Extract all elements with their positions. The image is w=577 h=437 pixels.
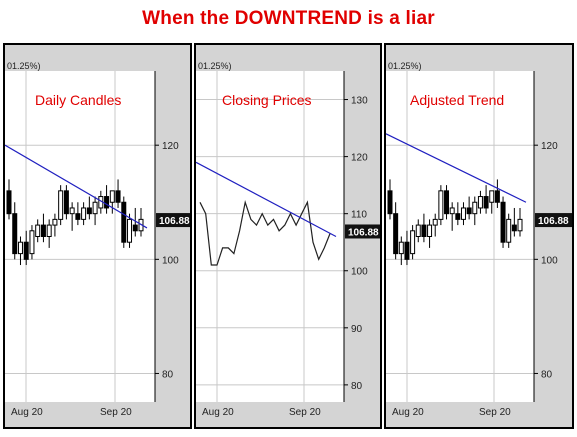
chart-panel-closing-prices: 130 120 110 100 90 80 Aug 20 Sep 20 01.25%) 106.8… [194, 43, 382, 429]
candle-body [121, 201, 127, 243]
candle-body [92, 201, 98, 215]
last-price-label: 106.88 [159, 216, 190, 227]
panel-title: Adjusted Trend [410, 92, 504, 108]
candle-body [17, 241, 23, 255]
candle-body [86, 207, 92, 215]
candle-body [483, 196, 489, 209]
candle-body [29, 230, 35, 255]
candle-body [6, 190, 12, 215]
candle-body [393, 213, 399, 255]
candlestick-chart: 120 100 80 Aug 20 Sep 20 01.25%) 106.88 Daily C… [5, 61, 190, 418]
chart-header-label: 01.25%) [7, 61, 41, 71]
candle-body [477, 196, 483, 209]
candle-body [460, 207, 466, 220]
last-price-badge [535, 213, 572, 228]
candle-body [75, 213, 81, 220]
candle-body [81, 207, 87, 220]
last-price-label: 106.88 [348, 227, 379, 238]
x-tick-label: Sep 20 [479, 407, 511, 418]
candle-body [455, 213, 461, 220]
plot-area [196, 71, 344, 402]
y-tick-label: 120 [162, 141, 179, 152]
y-tick-label: 120 [541, 141, 558, 152]
closing-price-line [199, 199, 331, 266]
candle-body [387, 190, 393, 215]
panel-title: Closing Prices [222, 92, 311, 108]
x-tick-label: Aug 20 [202, 407, 234, 418]
candle-body [432, 218, 438, 226]
candle-body [23, 241, 29, 260]
line-chart: 130 120 110 100 90 80 Aug 20 Sep 20 01.25%) 106.8… [196, 61, 380, 418]
candle-body [444, 190, 450, 215]
y-tick-label: 80 [162, 369, 174, 380]
candle-body [511, 224, 517, 232]
candle-body [415, 224, 421, 238]
candle-body [410, 230, 416, 255]
candle-body [398, 241, 404, 255]
trendline [386, 133, 527, 203]
y-tick-label: 130 [351, 96, 368, 107]
candle-body [63, 190, 69, 215]
candle-body [421, 224, 427, 238]
candle-body [104, 196, 110, 209]
y-tick-label: 120 [351, 153, 368, 164]
candle-body [466, 207, 472, 215]
candle-body [69, 207, 75, 215]
chart-panel-adjusted-trend: 120 100 80 Aug 20 Sep 20 01.25%) 106.88 Adjuste… [384, 43, 574, 429]
candle-body [489, 190, 495, 203]
candle-body [517, 218, 523, 232]
candle-body [127, 218, 133, 243]
y-tick-label: 90 [351, 324, 363, 335]
candle-body [500, 201, 506, 243]
y-tick-label: 100 [351, 267, 368, 278]
plot-area [5, 71, 155, 402]
candle-body [506, 218, 512, 243]
candle-body [35, 224, 41, 238]
candle-body [438, 190, 444, 220]
plot-area [386, 71, 534, 402]
last-price-badge [345, 224, 380, 239]
candlestick-chart: 120 100 80 Aug 20 Sep 20 01.25%) 106.88 Adjuste… [386, 61, 572, 418]
candle-body [40, 224, 46, 238]
candle-body [449, 207, 455, 215]
candle-body [494, 190, 500, 203]
trendline [196, 161, 337, 238]
candle-body [46, 224, 52, 238]
candle-body [52, 218, 58, 226]
candle-body [58, 190, 64, 220]
candle-body [404, 241, 410, 260]
y-tick-label: 100 [541, 255, 558, 266]
x-tick-label: Aug 20 [11, 407, 43, 418]
trendline [5, 144, 148, 229]
candle-body [427, 224, 433, 238]
candle-body [109, 190, 115, 203]
candle-body [12, 213, 18, 255]
panel-title: Daily Candles [35, 92, 121, 108]
page-title: When the DOWNTREND is a liar [142, 8, 435, 29]
last-price-label: 106.88 [538, 216, 569, 227]
candle-body [472, 201, 478, 215]
candle-body [115, 190, 121, 203]
y-tick-label: 100 [162, 255, 179, 266]
y-tick-label: 80 [541, 369, 553, 380]
x-tick-label: Aug 20 [392, 407, 424, 418]
x-tick-label: Sep 20 [289, 407, 321, 418]
chart-header-label: 01.25%) [388, 61, 422, 71]
chart-header-label: 01.25%) [198, 61, 232, 71]
y-tick-label: 80 [351, 381, 363, 392]
last-price-badge [156, 213, 190, 228]
candle-body [132, 224, 138, 232]
y-tick-label: 110 [351, 210, 367, 221]
x-tick-label: Sep 20 [100, 407, 132, 418]
chart-panel-daily-candles: 120 100 80 Aug 20 Sep 20 01.25%) 106.88 Daily C… [3, 43, 192, 429]
